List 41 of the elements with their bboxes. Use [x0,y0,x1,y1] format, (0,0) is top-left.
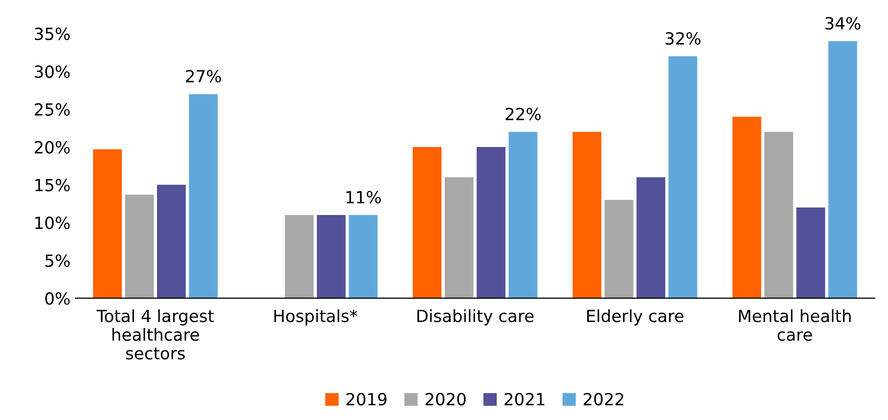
x-tick-label: Mental health care [739,309,851,341]
data-label: 32% [666,32,700,45]
x-tick-label: Hospitals* [274,309,358,326]
bar [668,56,698,298]
data-label: 34% [825,16,860,30]
data-label: 11% [346,190,381,204]
bar [412,147,442,298]
bar [508,132,538,298]
bar [604,200,634,298]
bar [157,184,186,298]
data-label: 22% [506,108,541,120]
y-tick-label: 15% [35,178,70,192]
bar [125,194,154,298]
bar [188,94,218,298]
bar [348,215,378,298]
bar [572,132,602,298]
bar [284,215,314,298]
bar [732,116,762,298]
y-tick-label: 0% [45,292,70,305]
bar [93,149,122,298]
bar [828,41,858,298]
bar [444,177,474,298]
data-label: 27% [186,70,221,83]
legend-label: 2021 [504,392,544,406]
y-tick-label: 5% [45,254,70,267]
bar [796,207,826,298]
bar [764,132,794,298]
legend-label: 2022 [584,392,624,406]
y-tick-label: 20% [34,140,70,154]
x-tick-label: Elderly care [587,309,684,326]
x-tick-label: Disability care [417,309,534,326]
bar [316,215,346,298]
legend-label: 2019 [346,392,386,406]
y-tick-label: 30% [34,65,70,78]
y-tick-label: 35% [34,28,70,40]
y-tick-label: 10% [35,216,70,230]
legend-label: 2020 [426,392,466,406]
y-tick-label: 25% [34,103,70,116]
bar [476,147,506,298]
bar [636,177,666,298]
x-tick-label: Total 4 largest healthcare sectors [96,309,214,360]
